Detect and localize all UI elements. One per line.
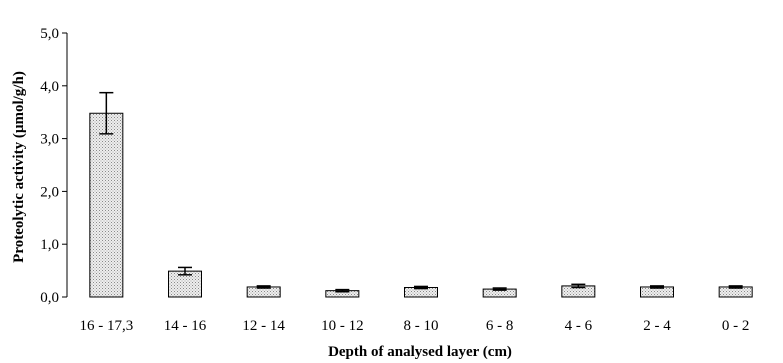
y-axis-title: Proteolytic activity (µmol/g/h)	[11, 71, 27, 263]
x-axis-title: Depth of analysed layer (cm)	[328, 344, 512, 360]
y-tick-label: 4,0	[40, 79, 59, 95]
y-tick-label: 5,0	[40, 26, 59, 42]
x-tick-label: 10 - 12	[321, 318, 364, 334]
y-tick-label: 0,0	[40, 290, 59, 306]
axes	[62, 32, 68, 298]
x-tick-label: 14 - 16	[164, 318, 207, 334]
labels: 0,0 1,0 2,0 3,0 4,0 5,0 16 - 17,3 14 - 16 12 - 1…	[40, 26, 749, 334]
x-tick-label: 6 - 8	[486, 318, 514, 334]
y-tick-label: 3,0	[40, 132, 59, 148]
x-tick-label: 8 - 10	[404, 318, 439, 334]
y-tick-label: 1,0	[40, 237, 59, 253]
x-tick-label: 2 - 4	[643, 318, 671, 334]
x-tick-label: 12 - 14	[242, 318, 285, 334]
x-tick-label: 4 - 6	[565, 318, 593, 334]
x-tick-label: 0 - 2	[722, 318, 750, 334]
x-tick-label: 16 - 17,3	[79, 318, 133, 334]
bars	[89, 112, 753, 298]
bar	[89, 112, 124, 298]
y-tick-label: 2,0	[40, 184, 59, 200]
error-bars	[99, 91, 743, 293]
